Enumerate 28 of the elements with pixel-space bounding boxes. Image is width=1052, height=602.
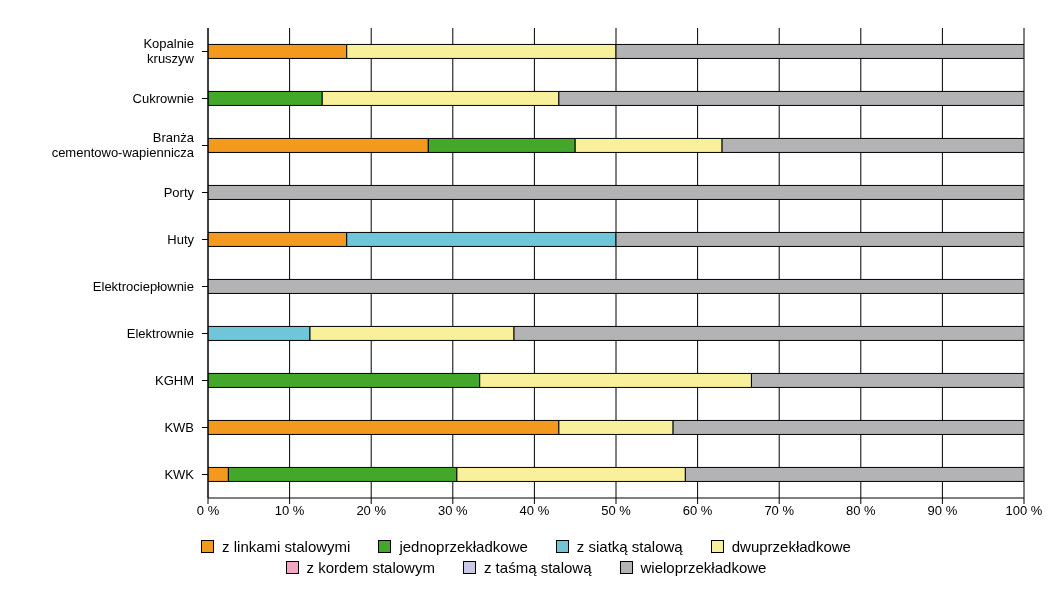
x-tick-label: 60 % xyxy=(682,503,713,519)
y-tick-label: KGHM xyxy=(155,372,194,388)
legend-label: dwuprzekładkowe xyxy=(731,538,851,555)
x-tick-label: 20 % xyxy=(356,503,387,519)
y-tick-label: Elektrownie xyxy=(126,325,194,341)
legend-label: z kordem stalowym xyxy=(306,559,435,576)
x-tick-label: 30 % xyxy=(437,503,469,519)
x-tick-label: 80 % xyxy=(845,503,877,519)
legend-label: z taśmą stalową xyxy=(483,559,592,576)
x-tick-label: 70 % xyxy=(764,503,795,519)
legend-label: z siatką stalową xyxy=(576,538,683,555)
legend-label: z linkami stalowymi xyxy=(222,538,351,555)
y-tick-label: KWK xyxy=(164,466,195,482)
legend-label: wieloprzekładkowe xyxy=(640,559,767,576)
y-tick-label: Branża cementowo-wapiennicza xyxy=(51,130,195,160)
x-tick-label: 40 % xyxy=(519,503,550,519)
y-tick-label: KWB xyxy=(164,419,194,435)
x-tick-label: 90 % xyxy=(927,503,958,519)
y-tick-label: Porty xyxy=(163,184,195,200)
y-tick-label: Elektrociepłownie xyxy=(92,278,194,294)
x-tick-label: 0 % xyxy=(196,503,220,519)
y-tick-label: Kopalnie kruszyw xyxy=(143,36,195,66)
x-tick-label: 50 % xyxy=(601,503,632,519)
x-tick-label: 10 % xyxy=(274,503,305,519)
y-tick-label: Huty xyxy=(167,231,195,247)
y-tick-label: Cukrownie xyxy=(132,90,194,106)
legend-label: jednoprzekładkowe xyxy=(399,538,528,555)
x-tick-label: 100 % xyxy=(1005,503,1043,519)
